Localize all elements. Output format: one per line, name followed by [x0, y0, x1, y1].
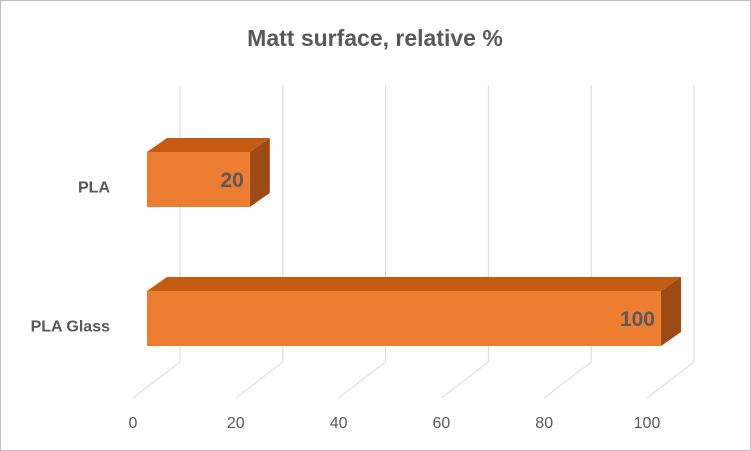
- floor-grid-line: [338, 361, 386, 399]
- x-tick-label: 0: [129, 415, 138, 432]
- bar-front: [147, 291, 661, 346]
- bar-side: [661, 277, 681, 346]
- y-tick-label: PLA Glass: [31, 319, 111, 336]
- floor-grid-line: [646, 361, 695, 399]
- y-tick-label: PLA: [78, 180, 110, 197]
- floor-grid-line: [441, 361, 489, 399]
- x-tick-label: 100: [634, 415, 661, 432]
- x-tick-label: 80: [535, 415, 553, 432]
- x-tick-label: 20: [227, 415, 245, 432]
- bar-top: [147, 138, 270, 152]
- data-label: 100: [620, 308, 655, 331]
- chart-title: Matt surface, relative %: [247, 25, 503, 51]
- bar-top: [147, 277, 681, 291]
- x-tick-label: 60: [433, 415, 451, 432]
- bar-side: [249, 138, 270, 207]
- floor-grid-line: [132, 361, 181, 399]
- x-tick-label: 40: [330, 415, 348, 432]
- data-label: 20: [220, 169, 243, 192]
- bar-front: [147, 152, 250, 207]
- floor-grid-line: [543, 361, 592, 399]
- bar: [147, 138, 270, 207]
- bar: [147, 277, 681, 346]
- floor-grid-line: [235, 361, 284, 399]
